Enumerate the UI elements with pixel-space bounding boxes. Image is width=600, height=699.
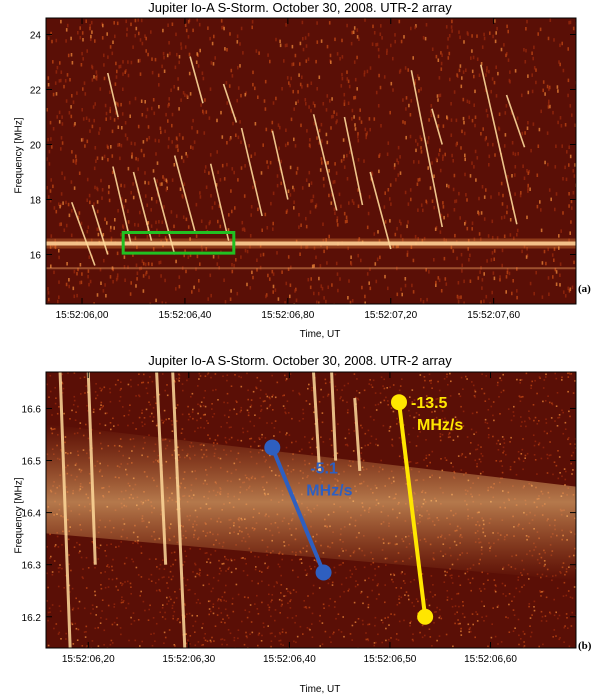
noise-texture <box>46 18 576 304</box>
burst-line <box>343 116 364 206</box>
burst-line <box>173 155 196 233</box>
drift-rate-value: -13.5 <box>411 395 448 412</box>
drift-end-marker <box>315 564 332 581</box>
vertical-streak <box>58 372 72 648</box>
y-tick-label: 16.6 <box>22 404 42 415</box>
burst-line <box>209 163 230 241</box>
vertical-streak <box>155 372 168 565</box>
y-axis-label-b: Frequency [MHz] <box>13 477 25 554</box>
drift-start-marker <box>390 394 407 411</box>
x-axis-label-a: Time, UT <box>299 329 341 340</box>
burst-line <box>480 64 518 225</box>
chart-title-a: Jupiter Io-A S-Storm. October 30, 2008. … <box>148 0 452 15</box>
burst-line <box>431 108 443 145</box>
vertical-streak <box>312 372 322 472</box>
y-tick-label: 18 <box>30 196 42 207</box>
x-tick-label: 15:52:06,60 <box>464 654 517 665</box>
bright-band-glow <box>46 238 576 249</box>
x-tick-label: 15:52:06,00 <box>56 310 109 321</box>
burst-line <box>112 166 132 244</box>
chart-title-b: Jupiter Io-A S-Storm. October 30, 2008. … <box>148 353 452 368</box>
burst-line <box>240 127 263 217</box>
drift-rate-value: -5.1 <box>310 461 338 478</box>
burst-line <box>132 171 153 241</box>
vertical-streak <box>171 372 187 648</box>
x-tick-label: 15:52:06,50 <box>364 654 417 665</box>
y-tick-label: 16.4 <box>22 509 42 520</box>
burst-line <box>106 72 119 118</box>
y-tick-label: 16.2 <box>22 613 42 624</box>
drift-end-marker <box>417 608 434 625</box>
x-tick-label: 15:52:07,20 <box>364 310 417 321</box>
burst-line <box>153 177 176 255</box>
burst-line <box>222 83 238 123</box>
drift-start-marker <box>264 439 281 456</box>
vertical-streak <box>353 397 362 472</box>
x-axis-label-b: Time, UT <box>299 684 341 695</box>
burst-line <box>189 56 204 104</box>
x-tick-label: 15:52:06,30 <box>162 654 215 665</box>
secondary-band <box>46 267 576 270</box>
drift-rate-unit: MHz/s <box>306 483 352 500</box>
vertical-streak <box>86 372 97 565</box>
x-tick-label: 15:52:06,40 <box>263 654 316 665</box>
burst-line <box>91 204 109 255</box>
spectrogram-chart-a: 15:52:06,00 15:52:06,40 15:52:06,80 15:52:0… <box>30 17 577 321</box>
plot-frame <box>45 371 577 649</box>
plot-frame <box>45 17 577 305</box>
burst-line <box>505 94 526 148</box>
zoom-highlight-box <box>121 231 236 255</box>
spectrogram-chart-b: -5.1 MHz/s -13.5 MHz/s 15:52:06,20 15:52:06,3… <box>22 371 577 665</box>
x-tick-label: 15:52:07,60 <box>467 310 520 321</box>
y-tick-label: 16 <box>30 251 42 262</box>
panel-tag-a: (a) <box>578 283 591 295</box>
bright-band <box>46 241 576 246</box>
plot-area <box>46 372 576 648</box>
panel-tag-b: (b) <box>578 640 592 652</box>
burst-line <box>70 201 96 266</box>
burst-line <box>369 171 392 250</box>
drift-rate-unit: MHz/s <box>417 417 463 434</box>
burst-line <box>410 70 443 228</box>
y-tick-label: 16.5 <box>22 457 42 468</box>
plot-area <box>46 18 576 304</box>
x-tick-label: 15:52:06,40 <box>159 310 212 321</box>
emission-band <box>46 424 576 581</box>
y-tick-label: 16.3 <box>22 561 42 572</box>
drift-line <box>397 401 428 617</box>
vertical-streak <box>330 372 338 461</box>
y-tick-label: 24 <box>30 31 42 42</box>
burst-line <box>312 114 338 211</box>
x-tick-label: 15:52:06,80 <box>261 310 314 321</box>
plot-background <box>46 18 576 304</box>
y-axis-label-a: Frequency [MHz] <box>13 117 25 194</box>
y-tick-label: 22 <box>30 86 42 97</box>
y-tick-label: 20 <box>30 141 42 152</box>
drift-line <box>270 446 326 574</box>
burst-line <box>271 130 289 200</box>
x-tick-label: 15:52:06,20 <box>62 654 115 665</box>
